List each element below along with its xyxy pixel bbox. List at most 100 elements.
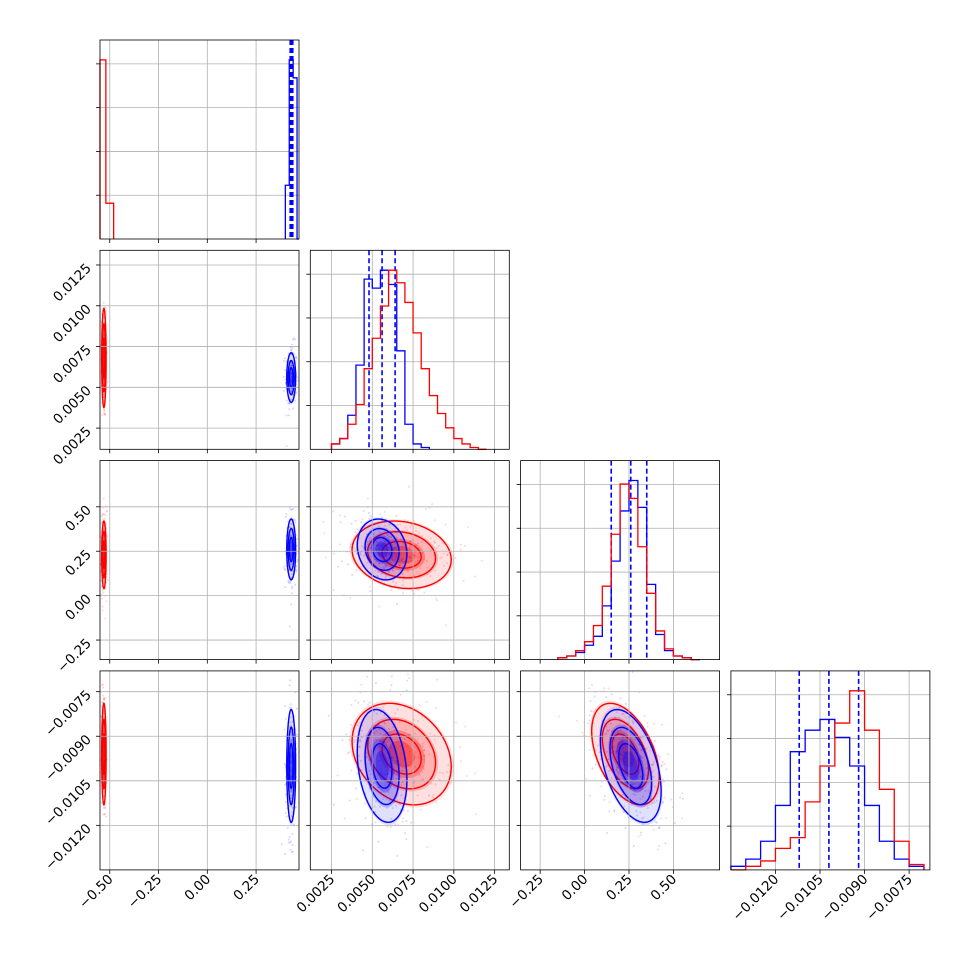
sample-point [381,516,384,519]
sample-point [105,510,108,513]
sample-point [385,551,388,554]
sample-point [289,376,292,379]
sample-point [414,750,417,753]
sample-point [363,802,366,805]
sample-point [445,624,448,627]
sample-point [367,511,370,514]
sample-point [417,738,420,741]
sample-point [658,758,661,761]
sample-point [592,721,595,724]
sample-point [401,592,404,595]
sample-point [290,364,293,367]
sample-point [423,557,426,560]
sample-point [415,530,418,533]
sample-point [103,412,106,415]
sample-point [356,528,359,531]
sample-point [633,738,636,741]
sample-point [597,762,600,765]
sample-point [437,544,440,547]
sample-point [608,810,611,813]
sample-point [419,567,422,570]
sample-point [382,709,385,712]
sample-point [433,738,436,741]
sample-point [282,360,285,363]
sample-point [438,771,441,774]
sample-point [428,506,431,509]
sample-point [393,728,396,731]
sample-point [360,736,363,739]
density-contour [364,726,400,806]
marginal-panel-0 [96,39,300,243]
sample-point [419,808,422,811]
sample-point [296,558,299,561]
sample-point [369,515,372,518]
sample-point [339,514,342,517]
density-contour [611,733,640,775]
sample-point [385,527,388,530]
sample-point [102,301,105,304]
sample-point [290,522,293,525]
sample-point [382,740,385,743]
sample-point [628,736,631,739]
sample-point [638,783,641,786]
sample-point [294,338,297,341]
sample-point [369,764,372,767]
sample-point [624,827,627,830]
sample-point [408,540,411,543]
sample-point [368,547,371,550]
sample-point [339,521,342,524]
sample-point [290,770,293,773]
sample-point [451,765,454,768]
sample-point [295,707,298,710]
sample-point [621,746,624,749]
sample-point [290,343,293,346]
sample-point [408,677,411,680]
sample-point [423,748,426,751]
x-tick-label: 0.25 [603,871,636,904]
sample-point [430,782,433,785]
sample-point [100,801,103,804]
sample-point [420,766,423,769]
sample-point [426,845,429,848]
histogram-series-1 [730,690,925,871]
sample-point [413,765,416,768]
sample-point [284,586,287,589]
sample-point [403,738,406,741]
sample-point [290,573,293,576]
sample-point [391,559,394,562]
sample-point [292,337,295,340]
sample-point [632,722,635,725]
sample-point [374,821,377,824]
sample-point [431,795,434,798]
sample-point [293,353,296,356]
sample-point [374,551,377,554]
sample-point [386,555,389,558]
sample-point [398,757,401,760]
sample-point [396,603,399,606]
sample-point [385,564,388,567]
sample-point [290,349,293,352]
sample-point [385,741,388,744]
sample-point [290,760,293,763]
sample-point [375,730,378,733]
sample-point [352,542,355,545]
sample-point [383,566,386,569]
sample-point [643,715,646,718]
sample-point [349,546,352,549]
sample-point [372,739,375,742]
sample-point [332,510,335,513]
histogram-series-1 [330,269,487,450]
sample-point [435,546,438,549]
sample-point [619,781,622,784]
sample-point [415,543,418,546]
sample-point [407,763,410,766]
sample-point [362,510,365,513]
sample-point [429,575,432,578]
density-contour [286,518,297,581]
sample-point [387,791,390,794]
sample-point [619,728,622,731]
x-tick-label: −0.0090 [819,871,872,924]
sample-point [606,729,609,732]
sample-point [414,551,417,554]
sample-point [337,565,340,568]
